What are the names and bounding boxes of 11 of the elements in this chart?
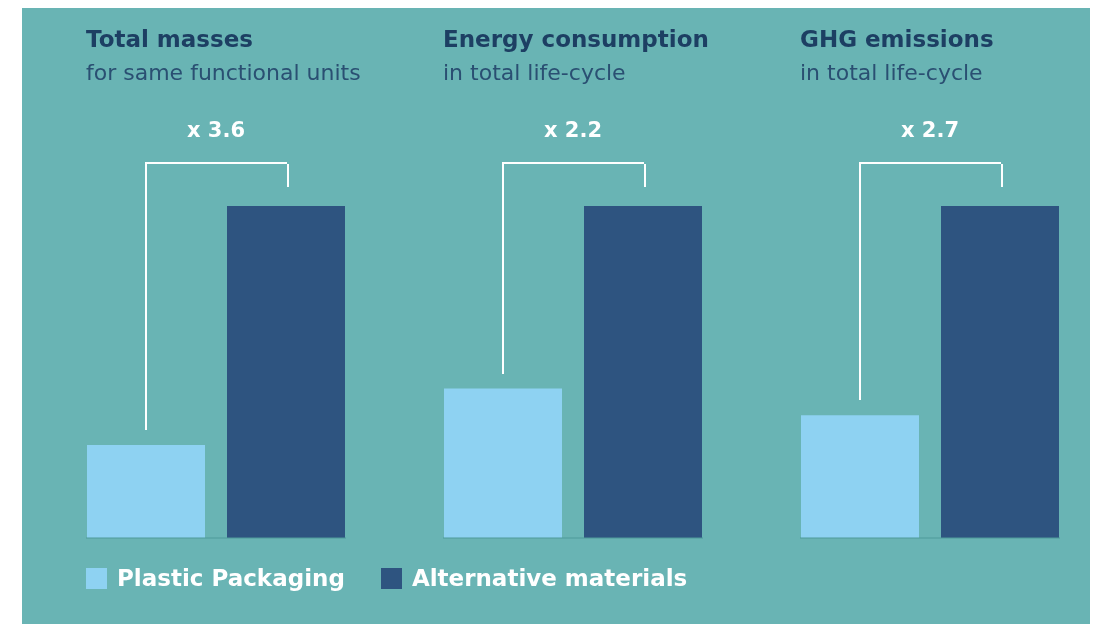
text: x 3.6 [185,118,247,142]
text: x 2.7 [899,118,961,142]
chart-title: Energy consumption [443,26,709,52]
legend-label: Alternative materials [411,565,688,591]
chart-title: GHG emissions [800,26,994,52]
chart-title: Total masses [86,26,253,52]
text: x 2.2 [542,118,604,142]
chart-subtitle: for same functional units [86,60,361,85]
legend-label: Plastic Packaging [117,565,345,591]
chart-subtitle: in total life-cycle [443,60,626,85]
chart-subtitle: in total life-cycle [800,60,983,85]
